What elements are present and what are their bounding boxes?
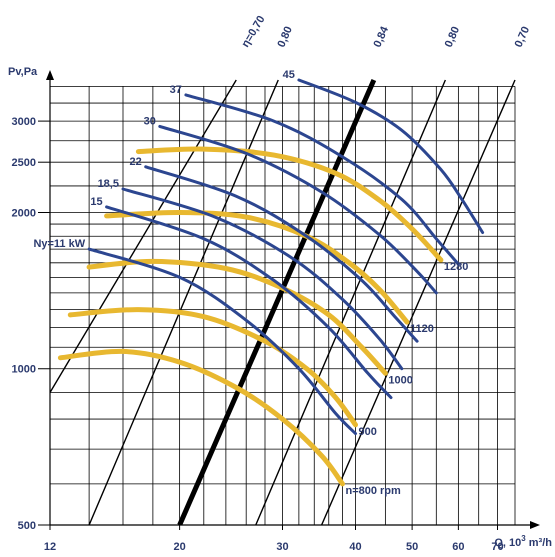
speed-curve-label: 1120: [410, 323, 434, 335]
power-curve-label: Ny=11 kW: [33, 238, 85, 250]
speed-curve: [57, 348, 345, 487]
x-tick-label: 20: [173, 541, 185, 553]
power-curve-label: 30: [144, 115, 156, 127]
efficiency-label: 0,80: [443, 25, 462, 49]
speed-curve: [135, 146, 444, 263]
power-curve: [87, 247, 357, 436]
efficiency-label: 0,70: [513, 25, 533, 49]
efficiency-line: [177, 78, 377, 525]
efficiency-label: 0,84: [372, 24, 392, 49]
power-curve-label: 45: [283, 69, 295, 81]
y-tick-label: 2000: [12, 207, 36, 219]
grid: [49, 85, 516, 526]
power-curve: [105, 205, 393, 400]
power-curve: [184, 93, 460, 266]
ticks: 12 20 30 40 50 60 70 500 1000 2000 2500 3000: [12, 116, 504, 553]
y-tick-label: 3000: [12, 116, 36, 128]
x-axis-arrow: [530, 521, 540, 529]
x-tick-label: 60: [452, 541, 464, 553]
efficiency-line: [320, 79, 516, 525]
efficiency-line: [255, 79, 447, 525]
power-curve: [158, 124, 438, 295]
efficiency-label: 0,80: [276, 25, 295, 49]
power-curve: [121, 187, 404, 371]
y-tick-label: 500: [18, 520, 36, 532]
speed-curve: [86, 258, 388, 376]
x-axis-title: Q, 103 m³/h: [494, 534, 552, 549]
speed-curve: [67, 307, 358, 428]
x-tick-label: 30: [276, 541, 288, 553]
power-curve-label: 15: [90, 196, 102, 208]
speed-curve-label: n=800 rpm: [345, 485, 401, 497]
y-axis-arrow: [46, 70, 54, 80]
x-tick-label: 70: [491, 541, 503, 553]
x-tick-label: 12: [44, 541, 56, 553]
x-tick-label: 50: [406, 541, 418, 553]
power-curve-label: 18,5: [98, 178, 119, 190]
y-tick-label: 2500: [12, 157, 36, 169]
speed-curve-label: 900: [358, 426, 376, 438]
power-curve: [144, 165, 419, 343]
axes: [46, 70, 540, 529]
power-curve-label: 22: [129, 156, 141, 168]
y-tick-label: 1000: [12, 364, 36, 376]
speed-curve-label: 1280: [444, 261, 468, 273]
efficiency-line: [88, 79, 279, 525]
y-axis-title: Pv,Pa: [8, 66, 38, 78]
power-curve: [297, 78, 485, 234]
efficiency-label: η=0,70: [240, 14, 268, 50]
x-tick-label: 40: [349, 541, 361, 553]
speed-curve-label: 1000: [388, 374, 412, 386]
power-curve-label: 37: [170, 84, 182, 96]
plot-content: [50, 78, 516, 525]
efficiency-line: [50, 79, 237, 393]
